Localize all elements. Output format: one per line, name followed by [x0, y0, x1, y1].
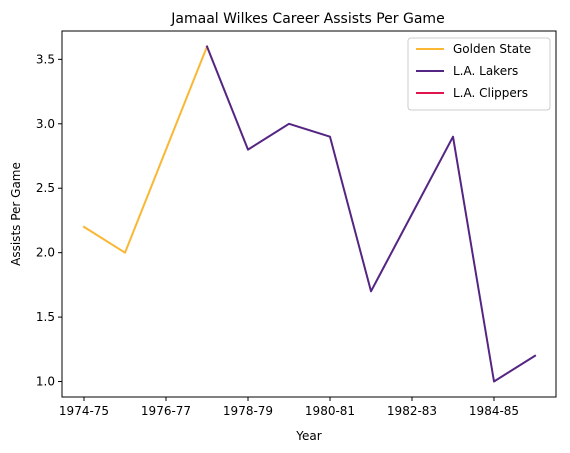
series-line-0	[82, 45, 209, 254]
y-tick-label: 3.0	[36, 117, 55, 131]
y-tick-label: 3.5	[36, 52, 55, 66]
x-tick-label: 1976-77	[141, 404, 191, 418]
chart-title: Jamaal Wilkes Career Assists Per Game	[170, 11, 444, 27]
x-tick-label: 1978-79	[223, 404, 273, 418]
plot-frame	[61, 30, 557, 398]
legend-label: Golden State	[453, 42, 531, 56]
series-line-1	[205, 45, 537, 383]
y-tick-label: 2.5	[36, 181, 55, 195]
x-tick-label: 1974-75	[59, 404, 109, 418]
x-tick-label: 1980-81	[305, 404, 355, 418]
y-axis-ticks: 1.0 1.5 2.0 2.5 3.0 3.5	[36, 52, 62, 389]
legend: Golden State L.A. Lakers L.A. Clippers	[407, 37, 551, 111]
x-axis-label: Year	[295, 429, 321, 443]
legend-label: L.A. Clippers	[453, 86, 528, 100]
plot-lines	[82, 45, 537, 383]
legend-label: L.A. Lakers	[453, 64, 518, 78]
y-tick-label: 1.0	[36, 375, 55, 389]
x-tick-label: 1982-83	[387, 404, 437, 418]
y-tick-label: 1.5	[36, 310, 55, 324]
y-tick-label: 2.0	[36, 246, 55, 260]
x-tick-label: 1984-85	[469, 404, 519, 418]
x-axis-ticks: 1974-75 1976-77 1978-79 1980-81 1982-83 1984-…	[59, 397, 519, 418]
y-axis-label: Assists Per Game	[9, 162, 23, 266]
